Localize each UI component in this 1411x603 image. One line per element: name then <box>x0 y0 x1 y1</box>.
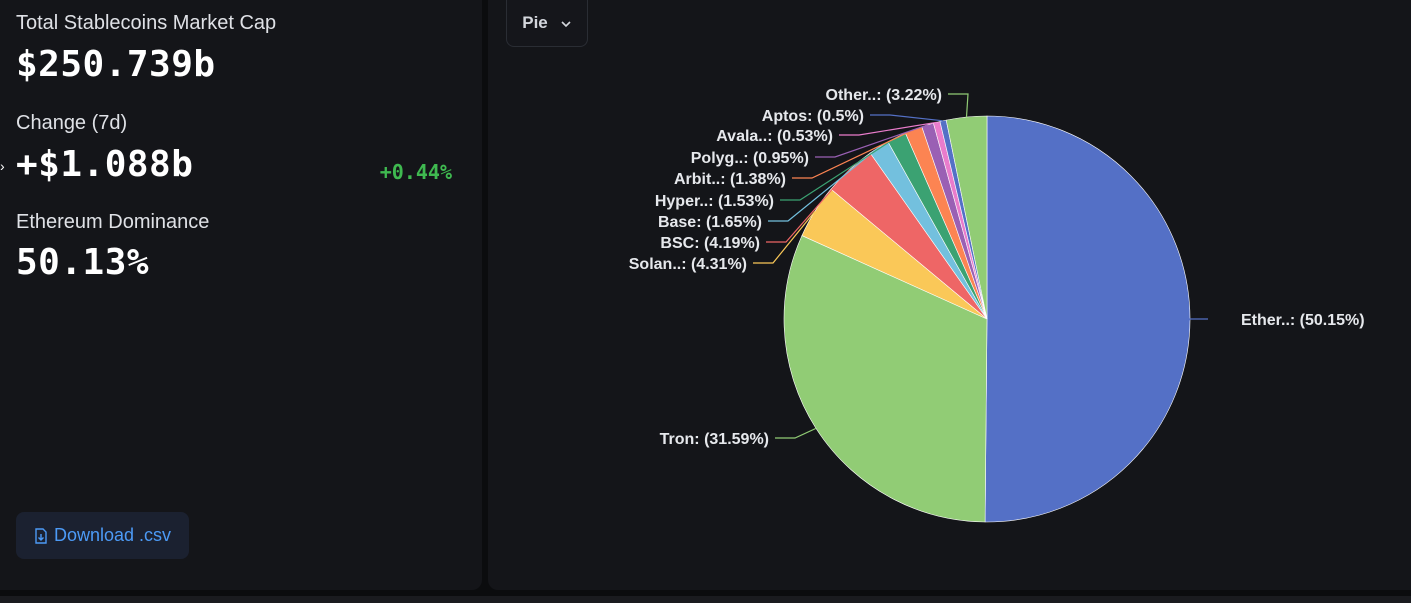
pie-leader-line <box>815 124 928 158</box>
pie-leader-line <box>753 210 816 264</box>
pie-chart: Ether..: (50.15%) Tron: (31.59%) Solan..: … <box>629 87 1365 523</box>
pie-label: Hyper..: (1.53%) <box>655 193 774 210</box>
pie-label: Other..: (3.22%) <box>826 87 942 104</box>
pie-slice[interactable] <box>783 235 988 523</box>
change-value: +$1.088b <box>16 144 194 185</box>
download-csv-button[interactable]: Download .csv <box>16 512 189 559</box>
download-csv-label: Download .csv <box>53 525 172 545</box>
file-download-icon <box>34 527 48 544</box>
pie-label: Aptos: (0.5%) <box>762 108 864 125</box>
pie-leader-line <box>870 114 944 122</box>
bottom-bar <box>0 596 1411 603</box>
pie-label: Polyg..: (0.95%) <box>691 150 809 167</box>
pie-leader-line <box>792 129 914 179</box>
total-market-cap-value: $250.739b <box>16 44 216 85</box>
chart-type-value: Pie <box>522 13 548 32</box>
pie-leader-line <box>948 93 969 118</box>
pie-label: Ether..: (50.15%) <box>1241 312 1365 329</box>
pie-leader-line <box>1187 318 1208 321</box>
change-percent: +0.44% <box>379 160 452 184</box>
pie-label: Base: (1.65%) <box>658 214 762 231</box>
dominance-label: Ethereum Dominance <box>16 211 210 233</box>
pie-leader-line <box>766 169 850 243</box>
pie-label: Avala..: (0.53%) <box>716 128 833 145</box>
pie-slice[interactable] <box>945 115 988 320</box>
pie-label: Arbit..: (1.38%) <box>674 171 786 188</box>
change-label: Change (7d) <box>16 112 128 134</box>
pie-label: BSC: (4.19%) <box>660 235 760 252</box>
pie-leader-line <box>768 146 880 222</box>
dominance-value: 50.13% <box>16 242 150 283</box>
chart-panel: Pie Ether..: (50.15%) Tron: (31.59%) Solan… <box>488 0 1411 590</box>
chart-type-select[interactable]: Pie <box>506 0 588 47</box>
pie-leader-line <box>775 427 817 439</box>
chevron-down-icon <box>560 13 572 33</box>
stats-panel: Total Stablecoins Market Cap $250.739b C… <box>0 0 482 590</box>
pie-label: Tron: (31.59%) <box>660 431 769 448</box>
chevron-right-icon: › <box>0 158 5 174</box>
total-market-cap-label: Total Stablecoins Market Cap <box>16 12 277 34</box>
pie-label: Solan..: (4.31%) <box>629 256 747 273</box>
pie-slice[interactable] <box>984 115 1191 523</box>
pie-leader-line <box>839 121 937 136</box>
pie-leader-line <box>780 136 897 201</box>
